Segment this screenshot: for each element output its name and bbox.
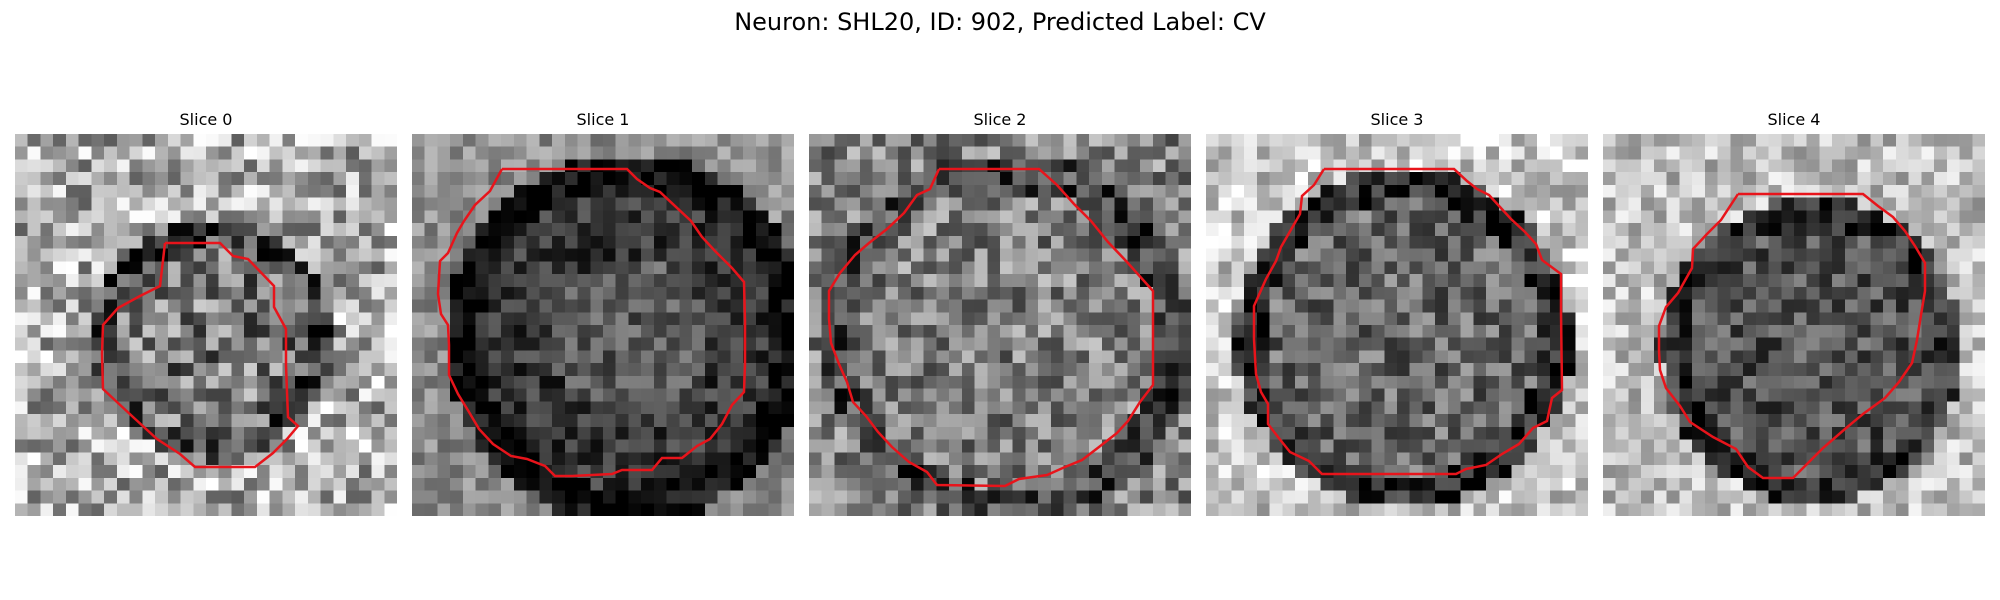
slice-title: Slice 4: [1767, 110, 1821, 129]
slice-panel-4: Slice 4: [1603, 108, 1985, 516]
slice-image: [809, 134, 1191, 516]
slice-panel-1: Slice 1: [412, 108, 794, 516]
slice-title: Slice 3: [1370, 110, 1424, 129]
slice-image: [15, 134, 397, 516]
slice-title: Slice 2: [973, 110, 1027, 129]
figure-title: Neuron: SHL20, ID: 902, Predicted Label:…: [734, 8, 1266, 36]
slice-title: Slice 1: [576, 110, 630, 129]
slice-panel-0: Slice 0: [15, 108, 397, 516]
slice-image: [1206, 134, 1588, 516]
slice-title: Slice 0: [179, 110, 233, 129]
slice-image: [1603, 134, 1985, 516]
slice-panel-3: Slice 3: [1206, 108, 1588, 516]
slice-panel-2: Slice 2: [809, 108, 1191, 516]
slice-image: [412, 134, 794, 516]
